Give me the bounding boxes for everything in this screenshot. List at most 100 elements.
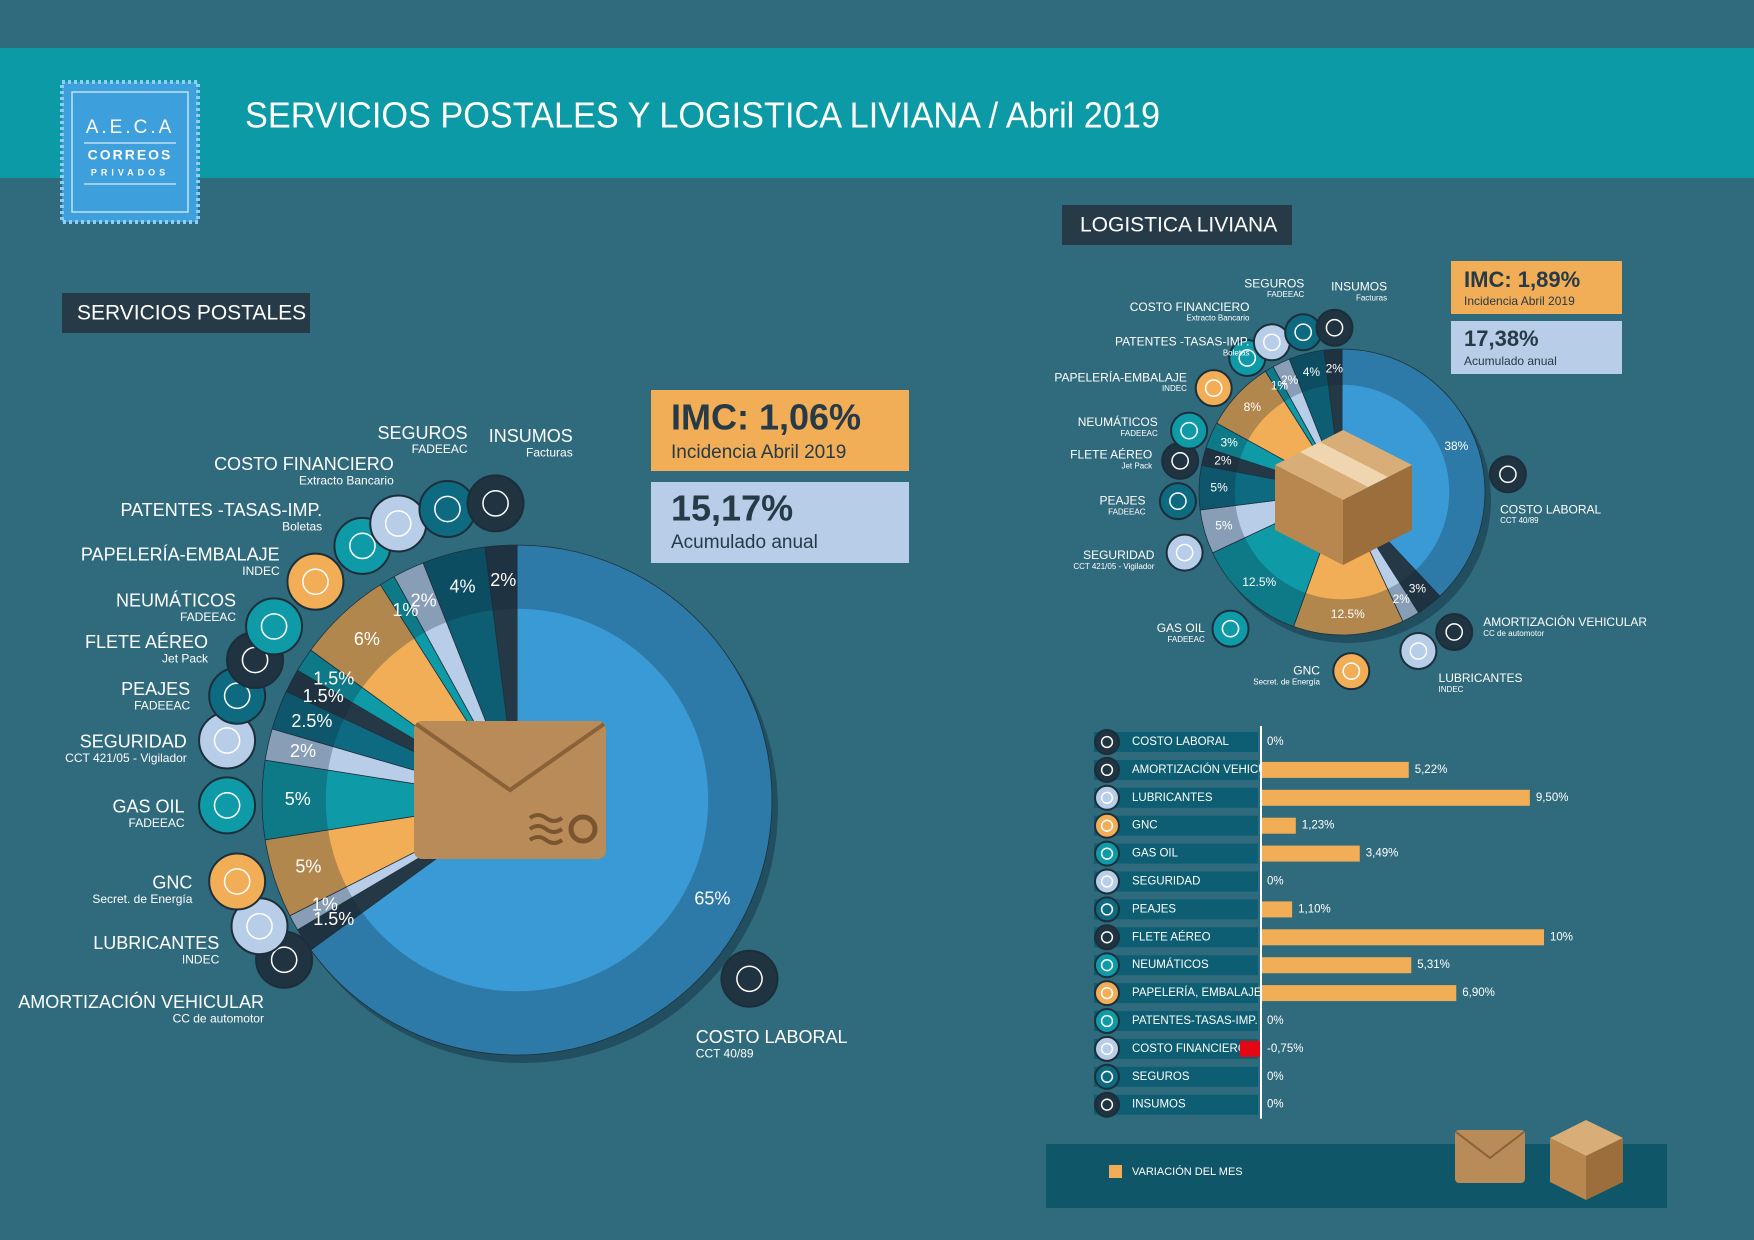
row-band (1094, 787, 1258, 808)
section-title: SERVICIOS POSTALES (77, 302, 306, 325)
category-label: PAPELERÍA-EMBALAJE (81, 545, 280, 565)
icon (1094, 756, 1120, 783)
category-label: INSUMOS (1331, 280, 1387, 294)
source-label: FADEEAC (412, 442, 468, 456)
source-label: CC de automotor (1483, 629, 1544, 638)
bar-value-label: 10% (1550, 931, 1573, 943)
icon-detail (1294, 323, 1313, 342)
icon (1315, 308, 1354, 347)
source-label: Secret. de Energía (1253, 677, 1320, 686)
value-label: 6% (354, 629, 380, 649)
row-band (1094, 815, 1258, 836)
icon (245, 597, 304, 656)
icon-detail (223, 682, 251, 710)
legend-swatch (1109, 1165, 1122, 1178)
value-label: 2% (1214, 454, 1232, 468)
imc-value: IMC: 1,06% (671, 397, 861, 438)
source-label: CC de automotor (173, 1012, 264, 1026)
bar-value-label: 1,10% (1298, 903, 1331, 915)
bar-category-label: SEGUROS (1132, 1071, 1190, 1083)
source-label: Boletas (1223, 348, 1250, 357)
value-label: 1% (392, 600, 418, 620)
icon (1094, 1063, 1120, 1090)
category-label: GNC (1293, 663, 1320, 677)
icon (1194, 369, 1233, 408)
bar-value-label: 5,31% (1417, 959, 1450, 971)
source-label: FADEEAC (1120, 429, 1158, 438)
row-band (1094, 955, 1258, 976)
category-label: FLETE AÉREO (1070, 446, 1152, 461)
bar-value-label: 0% (1267, 736, 1284, 748)
box (1275, 430, 1412, 565)
icon-detail (1499, 465, 1517, 484)
icon (1488, 455, 1527, 494)
row-band (1094, 927, 1258, 948)
icon-detail (1445, 623, 1464, 641)
icon (198, 776, 257, 835)
value-label: 2% (290, 741, 316, 761)
icon (1094, 840, 1120, 867)
source-label: FADEEAC (1108, 507, 1146, 516)
icon-detail (270, 946, 298, 974)
category-label: SEGURIDAD (80, 732, 187, 752)
icon (720, 949, 779, 1008)
bar-category-label: PATENTES-TASAS-IMP. (1132, 1015, 1258, 1027)
category-label: PATENTES -TASAS-IMP. (120, 500, 322, 520)
imc-value: IMC: 1,89% (1464, 267, 1580, 292)
category-label: GNC (152, 872, 192, 892)
icon (466, 474, 525, 533)
icon-detail (1175, 543, 1194, 562)
category-label: PAPELERÍA-EMBALAJE (1054, 369, 1187, 384)
icon-detail (1342, 662, 1361, 681)
icon (1165, 533, 1204, 572)
icon (1284, 313, 1323, 352)
section-box (62, 293, 310, 333)
bar (1261, 985, 1457, 1002)
source-label: FADEEAC (1267, 290, 1305, 299)
source-label: Facturas (526, 446, 573, 460)
value-label: 1% (312, 894, 338, 914)
legend-envelope (1455, 1130, 1525, 1183)
accumulated-note: Acumulado anual (1464, 354, 1557, 368)
icon (1094, 952, 1120, 979)
icon-detail (1100, 875, 1114, 888)
source-label: Jet Pack (162, 651, 209, 665)
source-label: Extracto Bancario (299, 474, 394, 488)
source-label: Facturas (1356, 294, 1387, 303)
icon (1170, 411, 1209, 450)
row-band (1094, 871, 1258, 892)
category-label: GAS OIL (113, 796, 185, 816)
bar-category-label: GAS OIL (1132, 848, 1179, 860)
logo-line: CORREOS (88, 147, 173, 163)
value-label: 5% (295, 857, 321, 877)
value-label: 2% (490, 570, 516, 590)
bar-category-label: PAPELERÍA, EMBALAJE (1132, 986, 1262, 999)
logo-line: A.E.C.A (86, 117, 175, 138)
category-label: AMORTIZACIÓN VEHICULAR (18, 991, 264, 1012)
value-label: 12.5% (1242, 575, 1276, 589)
value-label: 3% (1220, 435, 1238, 449)
icon-detail (213, 792, 241, 819)
value-label: 2% (1326, 361, 1344, 375)
imc-note: Incidencia Abril 2019 (671, 442, 846, 463)
value-label: 2% (1393, 592, 1411, 606)
logo-line: PRIVADOS (91, 167, 169, 177)
row-band (1094, 759, 1258, 780)
icon-detail (1263, 333, 1281, 352)
category-label: NEUMÁTICOS (1078, 414, 1158, 429)
icon-detail (1100, 763, 1114, 777)
icon-detail (260, 613, 288, 640)
bar-value-label: 0% (1267, 876, 1284, 888)
icon (1094, 924, 1120, 951)
icon-detail (1409, 642, 1428, 660)
icon-detail (1325, 318, 1344, 337)
icon-detail (1100, 735, 1114, 749)
bar-value-label: -0,75% (1267, 1043, 1303, 1055)
icon-detail (1169, 492, 1187, 510)
imc-box (651, 390, 909, 471)
source-label: CCT 40/89 (1500, 516, 1539, 525)
icon-detail (1100, 819, 1114, 832)
decor (414, 430, 1623, 1200)
category-label: SEGURIDAD (1083, 548, 1155, 562)
